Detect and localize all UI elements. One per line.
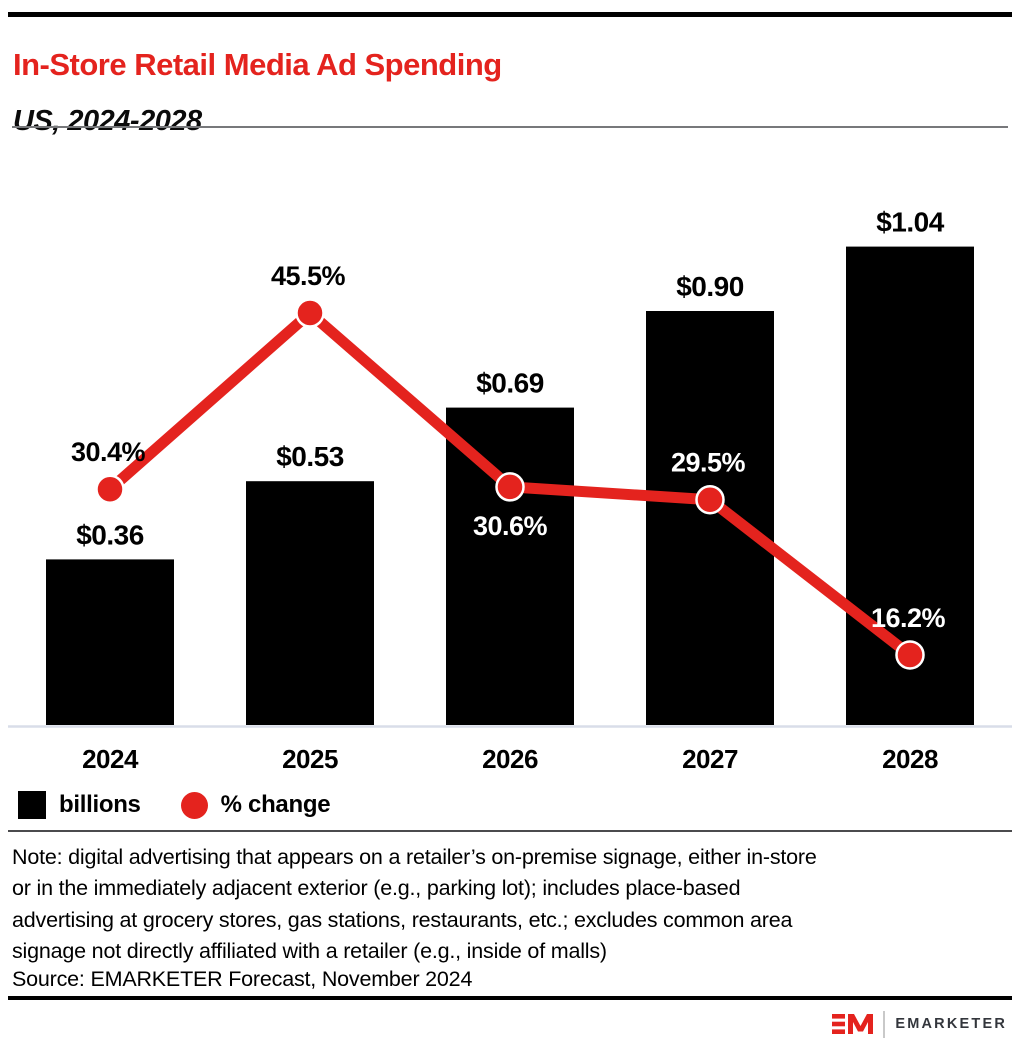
footer-brand-block: EMARKETER <box>832 1008 1007 1040</box>
pct-marker-2025 <box>295 298 325 328</box>
pct-label-2026: 30.6% <box>473 511 548 541</box>
emarketer-logo-icon <box>832 1014 874 1034</box>
pct-label-2025: 45.5% <box>271 261 346 291</box>
bar-value-label-2026: $0.69 <box>476 368 544 399</box>
bar-2025 <box>246 481 374 725</box>
brand-name: EMARKETER <box>895 1016 1007 1032</box>
footnote-line: signage not directly affiliated with a r… <box>12 938 607 963</box>
combo-chart: $0.36 $0.53 $0.69 $0.90 $1.04 30.4% 45.5% 30.6%… <box>8 207 1012 774</box>
footer-accent-bar <box>8 996 1012 1000</box>
pct-label-2028: 16.2% <box>871 603 946 633</box>
x-tick-2026: 2026 <box>482 744 538 774</box>
x-tick-2028: 2028 <box>882 744 938 774</box>
pct-marker-2024 <box>95 474 125 504</box>
x-tick-2024: 2024 <box>82 744 139 774</box>
footnote-line: Note: digital advertising that appears o… <box>12 845 817 869</box>
bar-value-label-2024: $0.36 <box>76 519 144 550</box>
bar-value-label-2025: $0.53 <box>276 441 344 472</box>
bar-2027 <box>646 311 774 725</box>
bar-2026 <box>446 407 574 725</box>
page-title: In-Store Retail Media Ad Spending <box>13 46 502 82</box>
bar-2024 <box>46 559 174 725</box>
note-divider <box>8 830 1012 832</box>
pct-label-2024: 30.4% <box>71 437 146 467</box>
legend-label-pct-change: % change <box>220 791 331 818</box>
footnote-line: advertising at grocery stores, gas stati… <box>12 907 793 932</box>
legend-item-pct-change: % change <box>180 791 331 819</box>
pct-marker-2026 <box>495 472 525 502</box>
legend-label-billions: billions <box>59 791 141 818</box>
footer-logo-divider <box>883 1010 886 1038</box>
chart-legend: billions % change <box>18 791 331 819</box>
billions-swatch-icon <box>18 791 46 819</box>
bar-value-label-2028: $1.04 <box>876 207 944 238</box>
x-tick-2025: 2025 <box>282 744 338 774</box>
legend-item-billions: billions <box>18 791 141 819</box>
footnote-line: or in the immediately adjacent exterior … <box>12 876 741 901</box>
x-tick-2027: 2027 <box>682 744 738 774</box>
top-accent-bar <box>8 12 1012 17</box>
bar-value-label-2027: $0.90 <box>676 271 744 302</box>
pct-change-swatch-icon <box>180 791 208 819</box>
footnote: Note: digital advertising that appears o… <box>12 842 817 967</box>
header-divider <box>12 126 1008 128</box>
page-subtitle: US, 2024-2028 <box>13 105 202 138</box>
pct-marker-2027 <box>695 484 725 515</box>
source-line: Source: EMARKETER Forecast, November 202… <box>12 967 473 991</box>
pct-label-2027: 29.5% <box>671 448 746 478</box>
pct-marker-2028 <box>895 640 925 670</box>
